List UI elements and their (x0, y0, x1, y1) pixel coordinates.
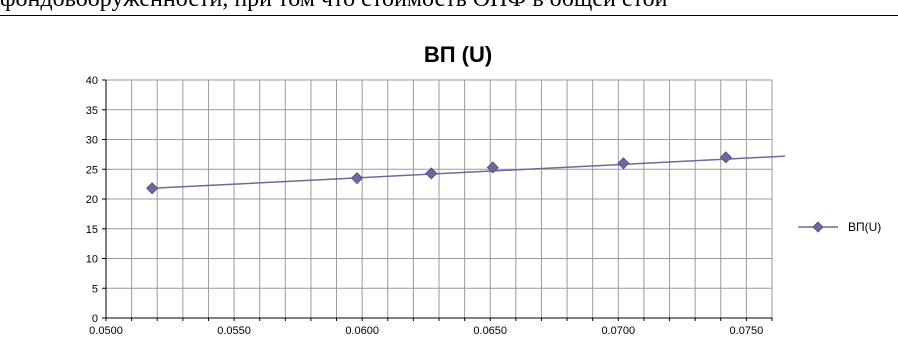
x-tick-label: 0.0700 (601, 325, 635, 337)
trendline-group (152, 155, 786, 190)
data-point-marker (617, 157, 630, 170)
text-underline (0, 15, 898, 16)
grid-lines (106, 79, 773, 318)
y-tick-label: 40 (86, 75, 98, 87)
y-tick-label: 5 (92, 283, 98, 295)
y-tick-label: 30 (86, 135, 98, 147)
legend: ВП(U) (798, 220, 881, 234)
data-point-marker (425, 167, 438, 180)
legend-marker (812, 221, 824, 233)
x-tick-label: 0.0550 (217, 325, 251, 337)
y-axis-ticks: 0 5 10 15 20 25 30 35 40 (86, 75, 106, 325)
y-tick-label: 25 (86, 164, 98, 176)
y-tick-label: 15 (86, 224, 98, 236)
y-tick-label: 0 (92, 313, 98, 325)
legend-label: ВП(U) (848, 220, 881, 234)
clipped-text-line: фондовооруженности, при том что стоимост… (0, 0, 898, 16)
x-tick-label: 0.0500 (89, 325, 123, 337)
x-tick-label: 0.0600 (345, 325, 379, 337)
data-point-marker (146, 182, 159, 195)
y-tick-label: 10 (86, 254, 98, 266)
data-point-marker (719, 151, 732, 164)
x-tick-label: 0.0650 (473, 325, 507, 337)
data-point-marker (486, 161, 499, 174)
y-tick-label: 20 (86, 194, 98, 206)
chart-title: ВП (U) (424, 42, 492, 67)
data-point-marker (350, 172, 364, 185)
y-tick-label: 35 (86, 105, 98, 117)
x-tick-label: 0.0750 (730, 325, 764, 337)
trendline (152, 155, 786, 190)
series-group (146, 151, 732, 195)
x-axis-ticks: 0.0500 0.0550 0.0600 0.0650 0.0700 0.0750 (89, 318, 773, 337)
